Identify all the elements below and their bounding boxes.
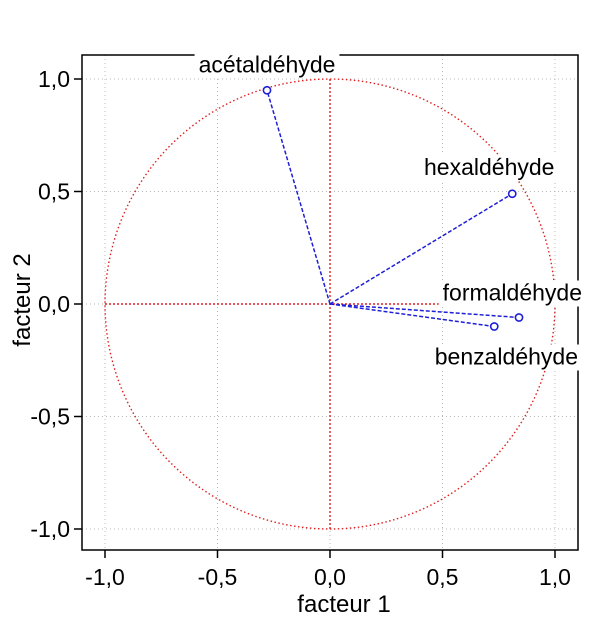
x-axis-label: facteur 1 bbox=[297, 591, 390, 617]
tick-layer: -1,0 -0,5 0,0 0,5 1,0 1,0 0,5 0,0 -0,5 -1,0 bbox=[30, 66, 571, 590]
x-tick-label-2: 0,0 bbox=[314, 564, 346, 590]
y-tick-label-0: 1,0 bbox=[38, 66, 70, 92]
x-tick-label-0: -1,0 bbox=[85, 564, 125, 590]
point-label-3: benzaldéhyde bbox=[435, 344, 578, 370]
y-tick-label-1: 0,5 bbox=[38, 179, 70, 205]
point-label-1: hexaldéhyde bbox=[424, 154, 554, 180]
vector-layer bbox=[262, 85, 524, 331]
point-label-bg-1 bbox=[420, 154, 559, 181]
vector-line-2 bbox=[329, 303, 520, 319]
y-tick-label-3: -0,5 bbox=[30, 404, 70, 430]
point-label-bg-3 bbox=[430, 344, 582, 371]
y-tick-label-4: -1,0 bbox=[30, 516, 70, 542]
label-background-layer bbox=[194, 52, 586, 371]
data-point-1 bbox=[507, 189, 517, 199]
point-label-0: acétaldéhyde bbox=[199, 51, 336, 77]
point-label-2: formaldéhyde bbox=[443, 280, 582, 306]
y-tick-label-2: 0,0 bbox=[38, 291, 70, 317]
vector-line-1 bbox=[329, 193, 513, 305]
vector-line-3 bbox=[329, 303, 495, 328]
y-axis-label: facteur 2 bbox=[9, 253, 36, 346]
x-tick-label-3: 0,5 bbox=[427, 564, 459, 590]
data-point-2 bbox=[514, 313, 524, 322]
x-tick-label-4: 1,0 bbox=[539, 564, 571, 590]
data-point-3 bbox=[489, 322, 499, 331]
vector-line-0 bbox=[266, 90, 331, 305]
x-tick-label-1: -0,5 bbox=[198, 564, 238, 590]
point-label-bg-0 bbox=[194, 52, 340, 79]
data-point-0 bbox=[262, 85, 272, 95]
point-label-layer: acétaldéhyde hexaldéhyde formaldéhyde benza… bbox=[199, 51, 582, 369]
point-label-bg-2 bbox=[438, 280, 586, 307]
